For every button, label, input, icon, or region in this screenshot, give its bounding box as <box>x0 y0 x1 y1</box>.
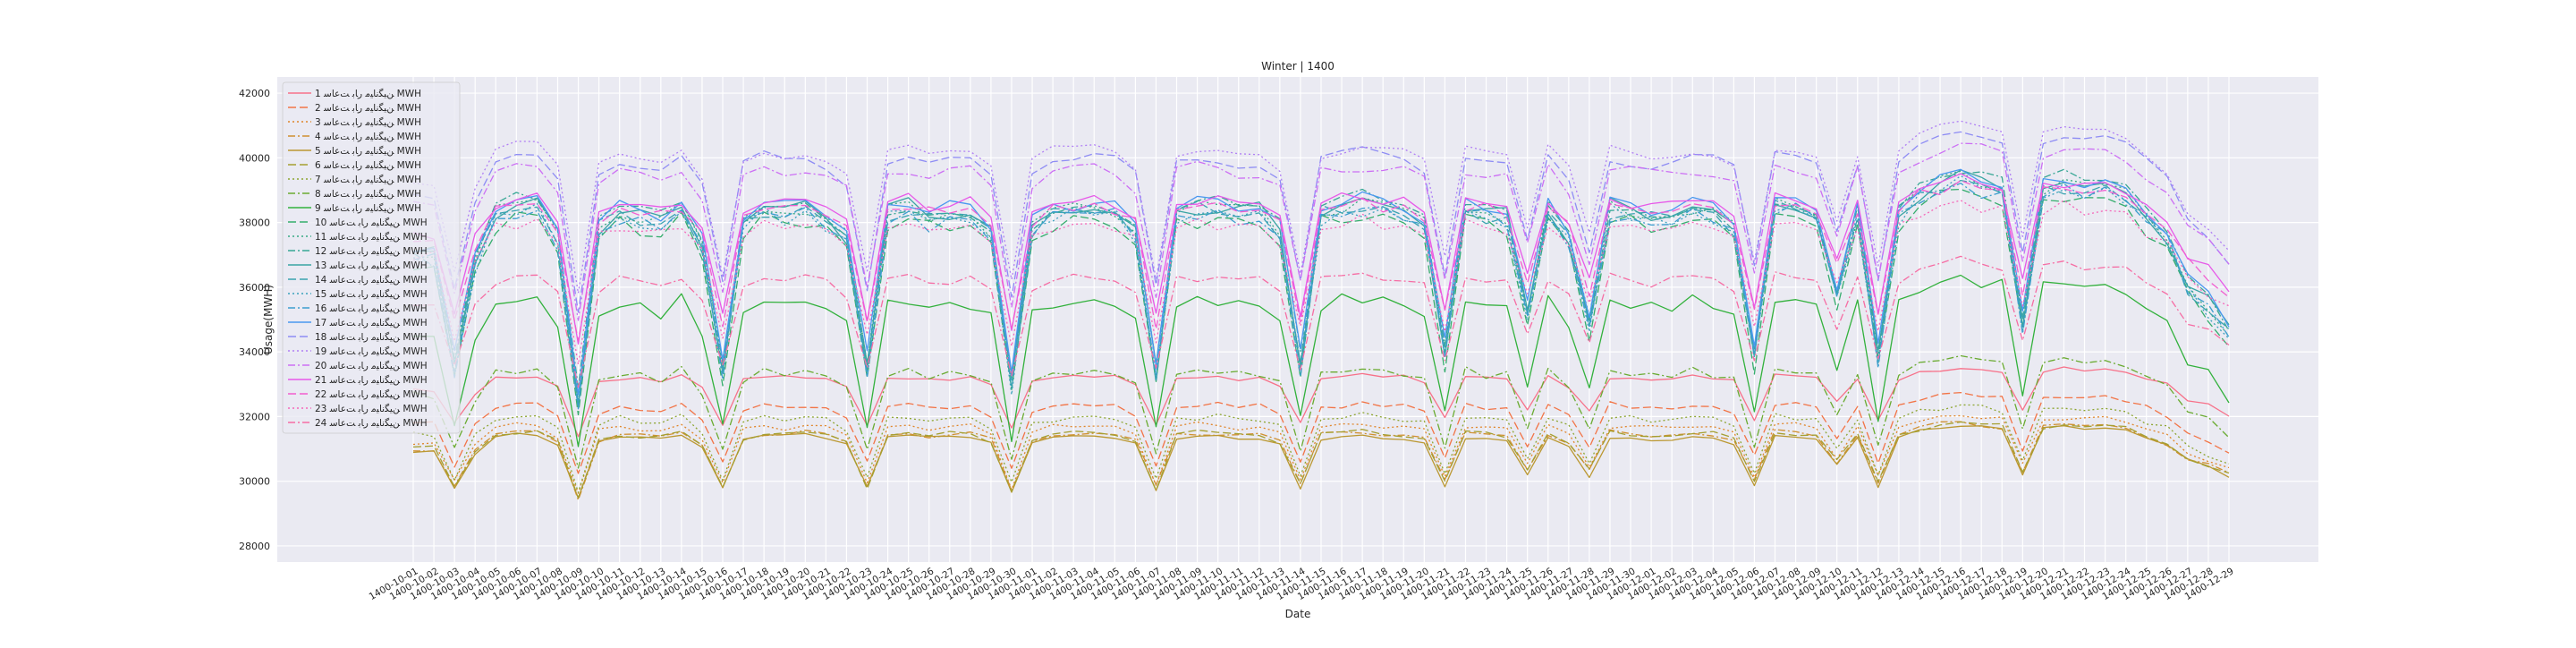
legend-label: ﻦﯿﮕﻧﺎﯿﻣ ﺭﺎﺑ ﺖﻋﺎﺳ 17 MWH <box>315 317 428 328</box>
y-tick-label: 28000 <box>239 541 270 552</box>
legend-label: ﻦﯿﮕﻧﺎﯿﻣ ﺭﺎﺑ ﺖﻋﺎﺳ 1 MWH <box>315 88 421 99</box>
legend-label: ﻦﯿﮕﻧﺎﯿﻣ ﺭﺎﺑ ﺖﻋﺎﺳ 24 MWH <box>315 417 428 429</box>
series-line <box>412 173 2230 345</box>
legend-label: ﻦﯿﮕﻧﺎﯿﻣ ﺭﺎﺑ ﺖﻋﺎﺳ 19 MWH <box>315 345 428 357</box>
legend-label: ﻦﯿﮕﻧﺎﯿﻣ ﺭﺎﺑ ﺖﻋﺎﺳ 2 MWH <box>315 102 421 114</box>
legend-label: ﻦﯿﮕﻧﺎﯿﻣ ﺭﺎﺑ ﺖﻋﺎﺳ 9 MWH <box>315 202 421 214</box>
y-tick-label: 32000 <box>239 411 270 422</box>
series-line <box>412 142 2230 321</box>
legend-label: ﻦﯿﮕﻧﺎﯿﻣ ﺭﺎﺑ ﺖﻋﺎﺳ 20 MWH <box>315 360 428 371</box>
y-tick-label: 34000 <box>239 346 270 358</box>
legend-label: ﻦﯿﮕﻧﺎﯿﻣ ﺭﺎﺑ ﺖﻋﺎﺳ 23 MWH <box>315 403 428 414</box>
series-line <box>412 421 2230 499</box>
plot-area <box>277 77 2318 562</box>
legend-label: ﻦﯿﮕﻧﺎﯿﻣ ﺭﺎﺑ ﺖﻋﺎﺳ 11 MWH <box>315 231 428 243</box>
legend-label: ﻦﯿﮕﻧﺎﯿﻣ ﺭﺎﺑ ﺖﻋﺎﺳ 3 MWH <box>315 116 421 128</box>
x-axis-ticks: 1400-10-011400-10-021400-10-031400-10-04… <box>368 566 2236 602</box>
series-line <box>412 255 2230 388</box>
legend-label: ﻦﯿﮕﻧﺎﯿﻣ ﺭﺎﺑ ﺖﻋﺎﺳ 15 MWH <box>315 288 428 300</box>
y-tick-label: 36000 <box>239 282 270 294</box>
x-axis-label: Date <box>1285 608 1311 620</box>
y-tick-label: 40000 <box>239 152 270 164</box>
legend-label: ﻦﯿﮕﻧﺎﯿﻣ ﺭﺎﺑ ﺖﻋﺎﺳ 13 MWH <box>315 260 428 271</box>
legend-label: ﻦﯿﮕﻧﺎﯿﻣ ﺭﺎﺑ ﺖﻋﺎﺳ 18 MWH <box>315 331 428 343</box>
series-line <box>412 391 2230 474</box>
legend-label: ﻦﯿﮕﻧﺎﯿﻣ ﺭﺎﺑ ﺖﻋﺎﺳ 21 MWH <box>315 374 428 386</box>
legend-label: ﻦﯿﮕﻧﺎﯿﻣ ﺭﺎﺑ ﺖﻋﺎﺳ 12 MWH <box>315 245 428 257</box>
legend-box <box>282 81 461 434</box>
legend-label: ﻦﯿﮕﻧﺎﯿﻣ ﺭﺎﺑ ﺖﻋﺎﺳ 16 MWH <box>315 303 428 314</box>
y-tick-label: 38000 <box>239 217 270 229</box>
legend-label: ﻦﯿﮕﻧﺎﯿﻣ ﺭﺎﺑ ﺖﻋﺎﺳ 7 MWH <box>315 174 421 185</box>
y-tick-label: 42000 <box>239 88 270 99</box>
y-axis-label: Usage(MWH) <box>262 285 275 354</box>
legend: ﻦﯿﮕﻧﺎﯿﻣ ﺭﺎﺑ ﺖﻋﺎﺳ 1 MWH ﻦﯿﮕﻧﺎﯿﻣ ﺭﺎﺑ ﺖﻋﺎﺳ 2… <box>282 81 461 434</box>
series-line <box>412 175 2230 401</box>
legend-label: ﻦﯿﮕﻧﺎﯿﻣ ﺭﺎﺑ ﺖﻋﺎﺳ 22 MWH <box>315 388 428 400</box>
series-line <box>412 180 2230 342</box>
series-line <box>412 354 2230 469</box>
legend-label: ﻦﯿﮕﻧﺎﯿﻣ ﺭﺎﺑ ﺖﻋﺎﺳ 14 MWH <box>315 274 428 286</box>
series-line <box>412 200 2230 365</box>
legend-label: ﻦﯿﮕﻧﺎﯿﻣ ﺭﺎﺑ ﺖﻋﺎﺳ 8 MWH <box>315 188 421 200</box>
series-line <box>412 188 2230 416</box>
series-line <box>412 274 2230 448</box>
y-tick-label: 30000 <box>239 476 270 488</box>
gridlines <box>277 77 2318 562</box>
legend-label: ﻦﯿﮕﻧﺎﯿﻣ ﺭﺎﺑ ﺖﻋﺎﺳ 5 MWH <box>315 145 421 157</box>
series-line <box>412 366 2230 438</box>
legend-label: ﻦﯿﮕﻧﺎﯿﻣ ﺭﺎﺑ ﺖﻋﺎﺳ 10 MWH <box>315 217 428 228</box>
chart-title: Winter | 1400 <box>1261 60 1335 72</box>
series-lines <box>412 120 2230 501</box>
series-line <box>412 120 2230 294</box>
legend-label: ﻦﯿﮕﻧﺎﯿﻣ ﺭﺎﺑ ﺖﻋﺎﺳ 6 MWH <box>315 159 421 171</box>
y-axis-ticks: 28000 30000 32000 34000 36000 38000 40000 42000 <box>239 88 270 552</box>
legend-label: ﻦﯿﮕﻧﺎﯿﻣ ﺭﺎﺑ ﺖﻋﺎﺳ 4 MWH <box>315 131 421 142</box>
series-line <box>412 414 2230 494</box>
series-line <box>412 131 2230 313</box>
